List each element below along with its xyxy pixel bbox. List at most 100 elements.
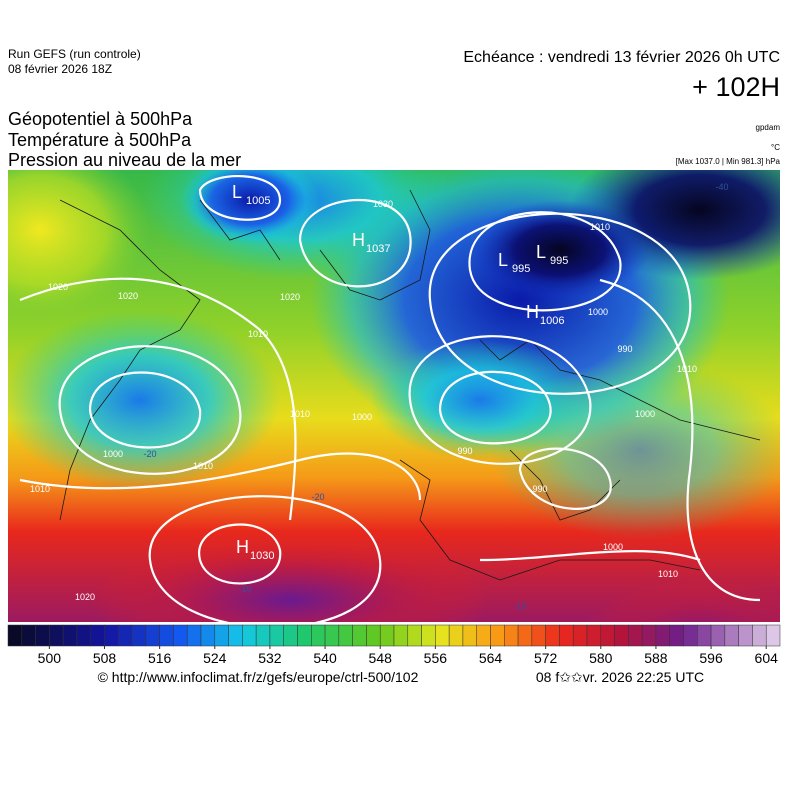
colorbar-tick-label: 500 [38, 650, 62, 666]
colorbar-swatch [228, 624, 243, 647]
run-name: Run GEFS (run controle) [8, 47, 141, 61]
colorbar-tick-label: 516 [148, 650, 172, 666]
isobar-label: 1010 [193, 461, 213, 471]
colorbar-swatch [462, 624, 477, 647]
colorbar-swatch [255, 624, 271, 647]
colorbar-swatch [352, 624, 367, 647]
colorbar-swatch [697, 624, 712, 647]
colorbar-swatch [324, 624, 340, 647]
isobar-label: 1000 [588, 307, 608, 317]
legend-line: Pression au niveau de la mer [8, 150, 241, 170]
lead-time: + 102H [692, 72, 780, 102]
temp-label: -40 [715, 182, 728, 192]
colorbar-swatch [669, 624, 684, 647]
colorbar-swatch [118, 624, 133, 647]
colorbar-swatch [435, 624, 450, 647]
isobar-label: 1020 [280, 292, 300, 302]
colorbar-swatch [62, 624, 78, 647]
colorbar-swatch [173, 624, 188, 647]
colorbar-swatch [476, 624, 491, 647]
colorbar-tick-label: 604 [755, 650, 779, 666]
colorbar-swatch [683, 624, 698, 647]
colorbar-swatch [90, 624, 105, 647]
isobar-label: 1010 [658, 569, 678, 579]
colorbar-swatch [269, 624, 284, 647]
colorbar-swatch [366, 624, 381, 647]
colorbar-swatch [421, 624, 436, 647]
colorbar-swatch [545, 624, 560, 647]
center-letter: H [236, 537, 249, 557]
temp-label: -20 [143, 449, 156, 459]
center-value: 995 [512, 263, 530, 275]
colorbar-swatch [311, 624, 326, 647]
isobar-label: 1000 [352, 412, 372, 422]
map [8, 170, 780, 622]
isobar-label: 1020 [48, 282, 68, 292]
colorbar-tick-label: 508 [93, 650, 117, 666]
isobar-label: 1010 [290, 409, 310, 419]
colorbar-tick-label: 596 [699, 650, 723, 666]
run-date: 08 février 2026 18Z [8, 62, 112, 76]
temp-label: -10 [513, 601, 526, 611]
isobar-label: 1010 [677, 364, 697, 374]
colorbar-tick-label: 548 [369, 650, 393, 666]
center-letter: H [526, 302, 539, 322]
isobar-label: 1010 [590, 222, 610, 232]
source: © http://www.infoclimat.fr/z/gefs/europe… [98, 669, 419, 685]
legend-line: Géopotentiel à 500hPa [8, 109, 193, 129]
colorbar-swatch [7, 624, 23, 647]
isobar-label: 1010 [30, 484, 50, 494]
colorbar-swatch [586, 624, 602, 647]
colorbar-swatch [765, 624, 781, 647]
colorbar-swatch [600, 624, 615, 647]
center-value: 995 [550, 255, 568, 267]
colorbar-swatch [614, 624, 629, 647]
center-letter: L [536, 242, 546, 262]
isobar-label: 1000 [635, 409, 655, 419]
center-letter: L [232, 182, 242, 202]
colorbar-swatch [504, 624, 519, 647]
colorbar-swatch [655, 624, 670, 647]
isobar-label: 1010 [248, 329, 268, 339]
colorbar-tick-label: 564 [479, 650, 503, 666]
colorbar-swatch [448, 624, 464, 647]
isobar-label: 1020 [118, 291, 138, 301]
legend-line: Température à 500hPa [8, 130, 192, 150]
echeance: Echéance : vendredi 13 février 2026 0h U… [463, 49, 780, 66]
colorbar-swatch [752, 624, 767, 647]
colorbar-tick-label: 580 [589, 650, 613, 666]
isobar-label: 990 [617, 344, 632, 354]
colorbar-swatch [490, 624, 505, 647]
colorbar-swatch [21, 624, 36, 647]
colorbar-swatch [35, 624, 50, 647]
colorbar-tick-label: 524 [203, 650, 227, 666]
colorbar-swatch [338, 624, 353, 647]
center-value: 1037 [366, 243, 390, 255]
colorbar-swatch [242, 624, 257, 647]
colorbar-swatch [104, 624, 119, 647]
isobar-label: 1020 [75, 592, 95, 602]
colorbar-tick-label: 572 [534, 650, 558, 666]
colorbar-swatch [379, 624, 395, 647]
colorbar-swatch [200, 624, 216, 647]
colorbar-swatch [628, 624, 643, 647]
center-letter: L [498, 250, 508, 270]
colorbar-swatch [531, 624, 546, 647]
colorbar: 500 508 516 524 532 540 548 556 564 572 580 588 596 6… [7, 624, 781, 666]
timestamp: 08 f✩✩vr. 2026 22:25 UTC [536, 669, 704, 685]
temp-label: -20 [311, 492, 324, 502]
unit-temp: °C [771, 143, 780, 152]
center-value: 1006 [540, 315, 564, 327]
colorbar-swatch [297, 624, 312, 647]
colorbar-swatch [559, 624, 574, 647]
colorbar-tick-label: 540 [313, 650, 337, 666]
center-value: 1030 [250, 550, 274, 562]
pressure-range: [Max 1037.0 | Min 981.3] hPa [676, 157, 781, 166]
colorbar-swatch [393, 624, 409, 647]
colorbar-tick-label: 588 [644, 650, 668, 666]
colorbar-tick-label: 532 [258, 650, 282, 666]
isobar-label: 990 [532, 484, 547, 494]
colorbar-swatch [49, 624, 64, 647]
